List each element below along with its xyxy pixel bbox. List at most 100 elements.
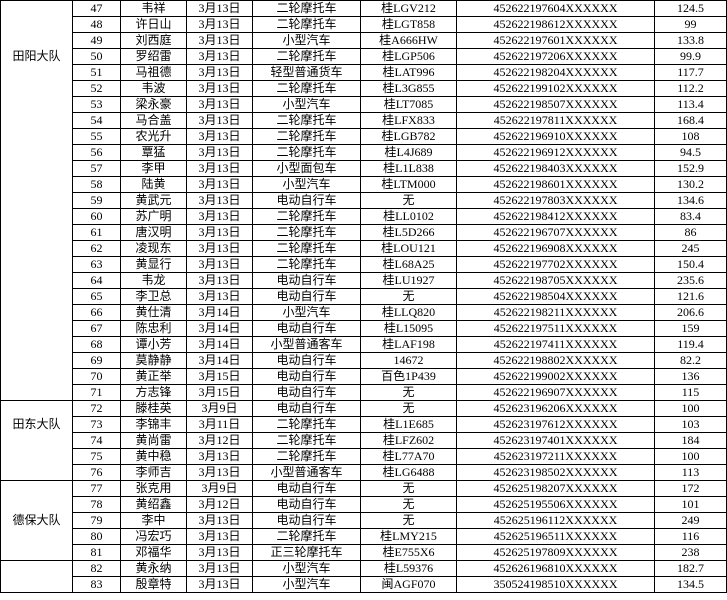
table-row: 66黄仕清3月14日小型汽车桂LLQ820452622198211XXXXXX2… [1,305,727,321]
date-cell: 3月13日 [187,225,253,241]
id-number: 452622197601XXXXXX [457,33,655,49]
person-name: 张克用 [121,481,187,497]
date-cell: 3月13日 [187,145,253,161]
value-cell: 119.4 [655,337,727,353]
date-cell: 3月14日 [187,305,253,321]
row-number: 78 [73,497,121,513]
date-cell: 3月13日 [187,113,253,129]
team-cell [1,321,73,337]
person-name: 黄绍鑫 [121,497,187,513]
value-cell: 99 [655,17,727,33]
person-name: 李中 [121,513,187,529]
id-number: 452623197612XXXXXX [457,417,655,433]
plate-number: 百色1P439 [361,369,457,385]
row-number: 49 [73,33,121,49]
plate-number: 桂LL0102 [361,209,457,225]
vehicle-type: 小型普通客车 [253,337,361,353]
date-cell: 3月13日 [187,81,253,97]
plate-number: 桂LGB782 [361,129,457,145]
person-name: 殷章特 [121,577,187,593]
date-cell: 3月13日 [187,209,253,225]
team-cell [1,465,73,481]
vehicle-type: 小型汽车 [253,561,361,577]
table-row: 76李师吉3月13日小型普通客车桂LG6488452623198502XXXXX… [1,465,727,481]
row-number: 66 [73,305,121,321]
date-cell: 3月13日 [187,161,253,177]
id-number: 452623196206XXXXXX [457,401,655,417]
plate-number: 14672 [361,353,457,369]
table-row: 51马祖德3月13日轻型普通货车桂LAT996452622198204XXXXX… [1,65,727,81]
plate-number: 无 [361,401,457,417]
value-cell: 83.4 [655,209,727,225]
row-number: 72 [73,401,121,417]
plate-number: 桂LLQ820 [361,305,457,321]
person-name: 陈忠利 [121,321,187,337]
date-cell: 3月13日 [187,273,253,289]
value-cell: 116 [655,529,727,545]
table-row: 田东大队73李锦丰3月11日二轮摩托车桂L1E685452623197612XX… [1,417,727,433]
value-cell: 103 [655,417,727,433]
team-cell [1,481,73,497]
team-cell [1,129,73,145]
id-number: 452622197702XXXXXX [457,257,655,273]
value-cell: 133.8 [655,33,727,49]
row-number: 47 [73,1,121,17]
team-cell: 田阳大队 [1,49,73,65]
person-name: 马祖德 [121,65,187,81]
plate-number: 桂L15095 [361,321,457,337]
date-cell: 3月13日 [187,545,253,561]
table-row: 68谭小芳3月14日小型普通客车桂LAF198452622197411XXXXX… [1,337,727,353]
table-row: 57李甲3月13日小型面包车桂L1L838452622198403XXXXXX1… [1,161,727,177]
date-cell: 3月13日 [187,129,253,145]
row-number: 73 [73,417,121,433]
value-cell: 101 [655,497,727,513]
vehicle-type: 电动自行车 [253,273,361,289]
person-name: 李锦丰 [121,417,187,433]
id-number: 452622197811XXXXXX [457,113,655,129]
table-row: 81邓福华3月13日正三轮摩托车桂E755X6452625197809XXXXX… [1,545,727,561]
row-number: 64 [73,273,121,289]
table-row: 75黄中稳3月13日二轮摩托车桂L77A70452623197211XXXXXX… [1,449,727,465]
date-cell: 3月13日 [187,33,253,49]
person-name: 唐汉明 [121,225,187,241]
date-cell: 3月14日 [187,353,253,369]
vehicle-type: 小型普通客车 [253,465,361,481]
vehicle-type: 二轮摩托车 [253,449,361,465]
person-name: 韦祥 [121,1,187,17]
value-cell: 136 [655,369,727,385]
team-cell [1,305,73,321]
team-cell [1,497,73,513]
value-cell: 108 [655,129,727,145]
table-row: 61唐汉明3月13日二轮摩托车桂L5D266452622196707XXXXXX… [1,225,727,241]
team-cell [1,337,73,353]
plate-number: 桂LGV212 [361,1,457,17]
person-name: 覃猛 [121,145,187,161]
plate-number: 无 [361,385,457,401]
row-number: 59 [73,193,121,209]
id-number: 452622197511XXXXXX [457,321,655,337]
plate-number: 桂L59376 [361,561,457,577]
vehicle-type: 小型汽车 [253,33,361,49]
value-cell: 172 [655,481,727,497]
value-cell: 130.2 [655,177,727,193]
date-cell: 3月13日 [187,289,253,305]
person-name: 黄正举 [121,369,187,385]
date-cell: 3月13日 [187,449,253,465]
table-row: 56覃猛3月13日二轮摩托车桂L4J689452622196912XXXXXX9… [1,145,727,161]
row-number: 62 [73,241,121,257]
plate-number: 桂L77A70 [361,449,457,465]
id-number: 452623198502XXXXXX [457,465,655,481]
team-cell [1,113,73,129]
team-cell [1,401,73,417]
table-row: 47韦祥3月13日二轮摩托车桂LGV212452622197604XXXXXX1… [1,1,727,17]
vehicle-type: 电动自行车 [253,289,361,305]
id-number: 452622196907XXXXXX [457,385,655,401]
date-cell: 3月9日 [187,481,253,497]
team-cell [1,209,73,225]
vehicle-type: 电动自行车 [253,193,361,209]
id-number: 452622198204XXXXXX [457,65,655,81]
team-cell [1,225,73,241]
plate-number: 桂LAT996 [361,65,457,81]
plate-number: 桂LTM000 [361,177,457,193]
team-cell [1,97,73,113]
